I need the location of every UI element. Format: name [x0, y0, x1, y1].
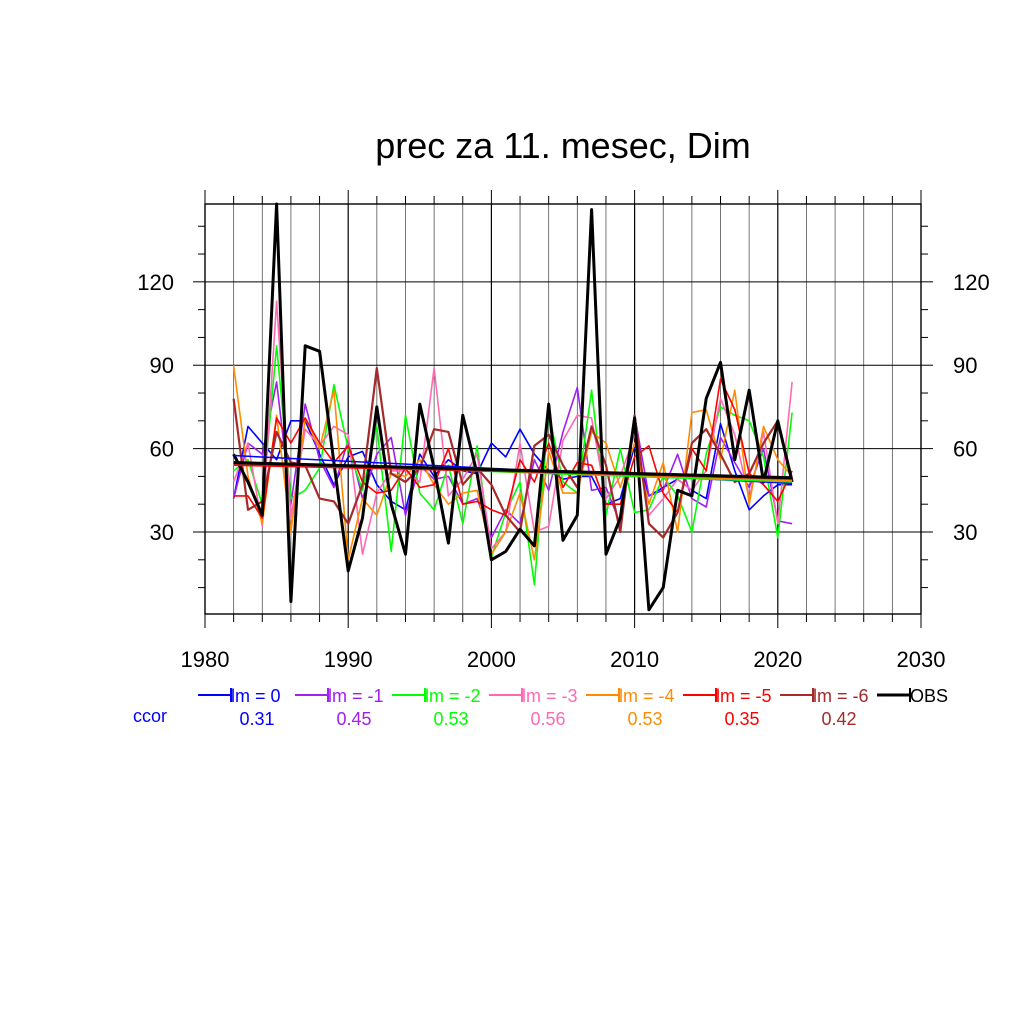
series-line-4	[232, 365, 793, 561]
ccor-value-4: 0.53	[627, 709, 662, 729]
legend-label-1: lm = -1	[328, 686, 384, 706]
y-tick-label-left: 30	[150, 520, 174, 545]
x-tick-label: 2020	[753, 647, 802, 672]
trend-line-7	[233, 461, 793, 480]
legend-label-5: lm = -5	[716, 686, 772, 706]
series-line-2	[233, 344, 793, 586]
ccor-value-5: 0.35	[724, 709, 759, 729]
legend-label-7: OBS	[910, 686, 948, 706]
series-line-5	[233, 378, 793, 519]
ccor-value-6: 0.42	[821, 709, 856, 729]
series-line-7	[232, 202, 794, 612]
x-tick-label: 1990	[324, 647, 373, 672]
grid-layer	[205, 204, 921, 614]
legend-label-3: lm = -3	[522, 686, 578, 706]
chart-title: prec za 11. mesec, Dim	[375, 125, 750, 166]
x-tick-label: 1980	[181, 647, 230, 672]
x-tick-label: 2000	[467, 647, 516, 672]
legend-label-4: lm = -4	[619, 686, 675, 706]
x-tick-label: 2010	[610, 647, 659, 672]
y-tick-label-left: 120	[137, 270, 174, 295]
y-tick-label-left: 60	[150, 437, 174, 462]
series-line-1	[232, 381, 793, 539]
legend-label-6: lm = -6	[813, 686, 869, 706]
series-layer	[232, 202, 794, 612]
plot-frame	[204, 203, 922, 615]
y-tick-label-right: 60	[953, 437, 977, 462]
ccor-value-0: 0.31	[239, 709, 274, 729]
x-tick-label: 2030	[897, 647, 946, 672]
ccor-value-2: 0.53	[433, 709, 468, 729]
legend-label-0: lm = 0	[231, 686, 281, 706]
legend-layer: ccor lm = 0 0.31 lm = -1 0.45 lm = -2 0.53 lm =…	[133, 686, 948, 729]
y-tick-label-right: 90	[953, 353, 977, 378]
y-tick-label-left: 90	[150, 353, 174, 378]
ccor-value-3: 0.56	[530, 709, 565, 729]
y-tick-label-right: 120	[953, 270, 990, 295]
ccor-label: ccor	[133, 706, 167, 726]
ccor-value-1: 0.45	[336, 709, 371, 729]
legend-label-2: lm = -2	[425, 686, 481, 706]
frame-layer: 1980 1990 2000 2010 2020 2030 30 30 60 60 90 90 120 1…	[137, 190, 990, 672]
y-tick-label-right: 30	[953, 520, 977, 545]
series-line-6	[232, 366, 794, 539]
